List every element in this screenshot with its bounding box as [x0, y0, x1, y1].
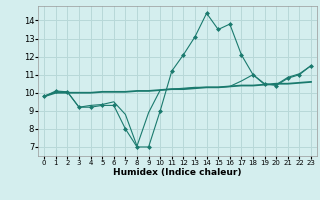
X-axis label: Humidex (Indice chaleur): Humidex (Indice chaleur) — [113, 168, 242, 177]
